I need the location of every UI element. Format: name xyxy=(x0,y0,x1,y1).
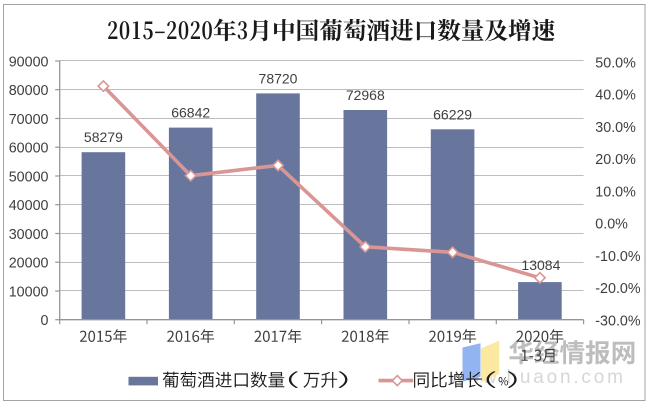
svg-text:20.0%: 20.0% xyxy=(595,152,636,168)
svg-text:50.0%: 50.0% xyxy=(595,55,636,71)
svg-text:10.0%: 10.0% xyxy=(595,184,636,200)
svg-text:70000: 70000 xyxy=(9,112,49,128)
svg-text:0: 0 xyxy=(41,313,49,329)
svg-text:-30.0%: -30.0% xyxy=(595,313,641,329)
svg-text:0.0%: 0.0% xyxy=(595,217,628,233)
svg-text:13084: 13084 xyxy=(521,257,560,273)
svg-text:80000: 80000 xyxy=(9,83,49,99)
svg-text:40.0%: 40.0% xyxy=(595,88,636,104)
svg-text:20000: 20000 xyxy=(9,256,49,272)
svg-text:40000: 40000 xyxy=(9,198,49,214)
svg-text:50000: 50000 xyxy=(9,169,49,185)
svg-text:66842: 66842 xyxy=(171,105,210,121)
svg-text:66229: 66229 xyxy=(433,106,472,122)
svg-text:72968: 72968 xyxy=(346,87,385,103)
svg-text:78720: 78720 xyxy=(259,70,298,86)
svg-text:58279: 58279 xyxy=(84,129,123,145)
svg-text:30.0%: 30.0% xyxy=(595,120,636,136)
svg-text:-10.0%: -10.0% xyxy=(595,249,641,265)
svg-text:60000: 60000 xyxy=(9,141,49,157)
svg-text:-20.0%: -20.0% xyxy=(595,281,641,297)
svg-text:10000: 10000 xyxy=(9,284,49,300)
svg-text:90000: 90000 xyxy=(9,54,49,70)
svg-text:30000: 30000 xyxy=(9,227,49,243)
